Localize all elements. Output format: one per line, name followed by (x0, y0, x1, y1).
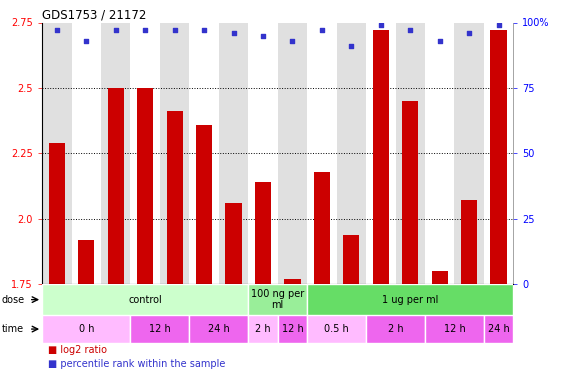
Point (200, 27, 209, 33)
Point (82, 38, 91, 44)
Point (170, 27, 179, 33)
Text: 24 h: 24 h (488, 324, 509, 334)
Text: control: control (128, 295, 162, 304)
Text: 2 h: 2 h (255, 324, 271, 334)
Bar (160, 22, 189, 284)
Text: 2 h: 2 h (388, 324, 403, 334)
Bar (137, 88, 153, 284)
Bar (431, 271, 448, 284)
Text: 12 h: 12 h (149, 324, 171, 334)
Bar (425, 315, 484, 343)
Bar (366, 22, 396, 284)
Bar (307, 22, 337, 284)
Bar (248, 284, 307, 315)
Text: 100 ng per
ml: 100 ng per ml (251, 289, 304, 310)
Point (347, 43, 356, 49)
Bar (366, 315, 425, 343)
Text: ■ percentile rank within the sample: ■ percentile rank within the sample (48, 359, 225, 369)
Bar (108, 88, 124, 284)
Text: 0 h: 0 h (79, 324, 94, 334)
Point (259, 33, 268, 39)
Text: 24 h: 24 h (208, 324, 229, 334)
Text: dose: dose (2, 295, 25, 304)
Point (52, 27, 61, 33)
Bar (248, 22, 278, 284)
Bar (307, 284, 513, 315)
Point (465, 30, 473, 36)
Bar (454, 22, 484, 284)
Bar (219, 22, 248, 284)
Bar (189, 315, 248, 343)
Text: time: time (2, 324, 24, 334)
Bar (196, 124, 212, 284)
Text: 1 ug per ml: 1 ug per ml (382, 295, 438, 304)
Bar (396, 22, 425, 284)
Bar (402, 101, 419, 284)
Bar (343, 234, 360, 284)
Text: 12 h: 12 h (444, 324, 465, 334)
Bar (130, 315, 189, 343)
Bar (189, 22, 219, 284)
Point (376, 22, 385, 28)
Point (406, 27, 415, 33)
Bar (101, 22, 130, 284)
Point (111, 27, 120, 33)
Text: 0.5 h: 0.5 h (324, 324, 349, 334)
Bar (71, 22, 101, 284)
Bar (490, 30, 507, 284)
Bar (278, 315, 307, 343)
Bar (425, 22, 454, 284)
Bar (484, 22, 513, 284)
Bar (248, 315, 278, 343)
Bar (484, 315, 513, 343)
Text: 12 h: 12 h (282, 324, 304, 334)
Point (318, 27, 327, 33)
Point (141, 27, 150, 33)
Bar (278, 22, 307, 284)
Point (494, 22, 503, 28)
Bar (42, 284, 248, 315)
Text: GDS1753 / 21172: GDS1753 / 21172 (42, 8, 146, 21)
Point (435, 38, 444, 44)
Bar (255, 182, 271, 284)
Point (288, 38, 297, 44)
Bar (226, 203, 242, 284)
Text: ■ log2 ratio: ■ log2 ratio (48, 345, 107, 355)
Point (229, 30, 238, 36)
Bar (42, 315, 130, 343)
Bar (284, 279, 301, 284)
Bar (314, 172, 330, 284)
Bar (130, 22, 160, 284)
Bar (42, 22, 71, 284)
Bar (167, 111, 183, 284)
Bar (461, 201, 477, 284)
Bar (307, 315, 366, 343)
Bar (337, 22, 366, 284)
Bar (78, 240, 94, 284)
Bar (49, 143, 65, 284)
Bar (373, 30, 389, 284)
